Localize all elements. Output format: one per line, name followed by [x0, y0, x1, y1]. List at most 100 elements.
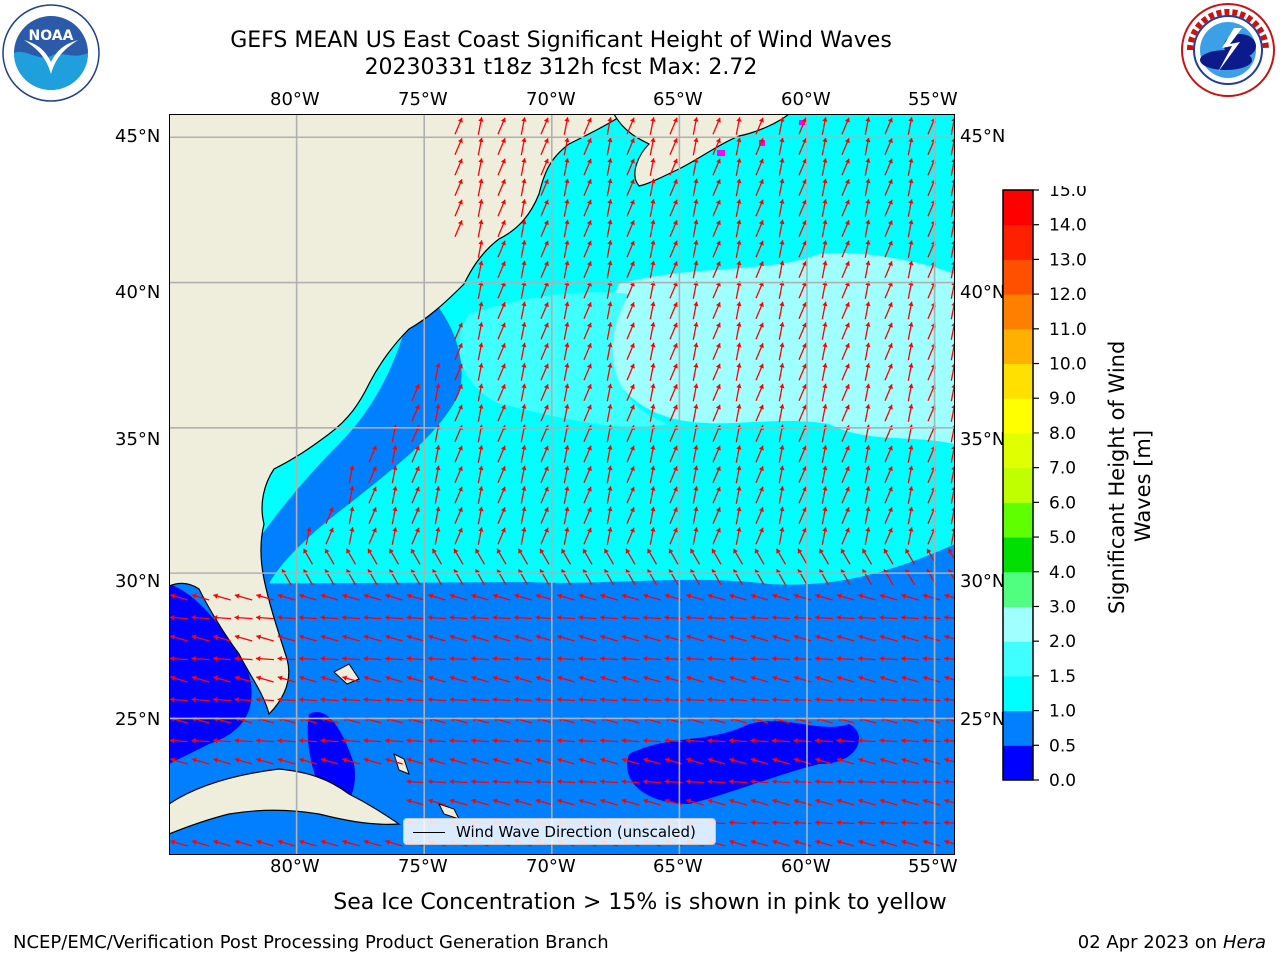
wind-wave-arrowhead — [908, 363, 914, 368]
wind-wave-arrowhead — [779, 301, 785, 307]
wind-wave-arrowhead — [908, 342, 914, 348]
wind-wave-arrowhead — [922, 798, 928, 804]
wind-wave-arrowhead — [191, 697, 196, 703]
wind-wave-arrowhead — [371, 507, 377, 513]
wind-wave-arrowhead — [535, 675, 541, 681]
wind-wave-arrowhead — [664, 738, 669, 744]
wind-wave-arrowhead — [500, 466, 506, 472]
sea-ice-patch — [717, 150, 725, 156]
wind-wave-arrowhead — [908, 486, 914, 491]
wind-wave-arrowhead — [901, 839, 907, 845]
wind-wave-arrowhead — [736, 506, 742, 512]
wind-wave-arrowhead — [621, 675, 627, 681]
wind-wave-arrowhead — [500, 343, 506, 349]
wind-wave-arrowhead — [793, 738, 798, 744]
wind-wave-arrowhead — [449, 697, 454, 703]
wind-wave-arrowhead — [471, 634, 477, 640]
wind-wave-arrowhead — [758, 343, 764, 349]
wind-wave-arrowhead — [944, 615, 949, 621]
wind-wave-arrowhead — [406, 634, 412, 640]
wind-wave-arrowhead — [607, 486, 613, 491]
wind-wave-arrowhead — [586, 527, 592, 533]
wind-wave-arrowhead — [844, 199, 850, 205]
wind-wave-arrowhead — [793, 675, 799, 681]
wind-wave-arrowhead — [879, 738, 884, 744]
wind-wave-arrowhead — [621, 656, 626, 662]
wind-wave-arrowhead — [672, 240, 678, 246]
wind-wave-arrowhead — [564, 301, 570, 307]
wind-wave-arrowhead — [170, 615, 175, 621]
wind-wave-arrowhead — [883, 548, 889, 554]
wind-wave-arrowhead — [905, 548, 910, 554]
wind-wave-arrowhead — [428, 697, 433, 703]
wind-wave-arrowhead — [693, 383, 699, 389]
wind-wave-arrowhead — [564, 199, 570, 204]
wind-wave-arrowhead — [607, 506, 613, 512]
wind-wave-arrowhead — [729, 634, 735, 640]
wind-wave-arrowhead — [629, 179, 635, 185]
wind-wave-arrowhead — [521, 322, 527, 327]
wind-wave-arrowhead — [865, 117, 871, 122]
wind-wave-arrowhead — [901, 798, 907, 804]
lon-label-top: 70°W — [526, 89, 576, 110]
wind-wave-arrowhead — [815, 697, 820, 703]
wind-wave-arrowhead — [693, 506, 699, 512]
wind-wave-arrowhead — [865, 199, 871, 204]
wind-wave-arrowhead — [564, 527, 570, 532]
wind-wave-arrowhead — [750, 634, 756, 640]
wind-wave-arrowhead — [643, 757, 649, 763]
wind-wave-arrowhead — [543, 486, 549, 492]
wind-wave-arrowhead — [887, 445, 893, 451]
wind-wave-arrowhead — [277, 675, 283, 681]
wind-wave-arrowhead — [693, 301, 699, 307]
wind-wave-arrowhead — [535, 798, 541, 804]
wind-wave-arrowhead — [707, 757, 713, 763]
wind-wave-arrowhead — [822, 342, 828, 348]
wind-wave-arrowhead — [779, 465, 785, 471]
wind-wave-arrowhead — [457, 445, 463, 451]
wind-wave-arrowhead — [815, 675, 821, 681]
wind-wave-arrowhead — [865, 506, 871, 512]
wind-wave-arrowhead — [908, 281, 914, 286]
wind-wave-arrowhead — [944, 697, 949, 703]
colorbar-block — [1003, 745, 1033, 781]
wind-wave-arrowhead — [901, 675, 907, 681]
wind-wave-arrowhead — [801, 527, 807, 533]
wind-wave-arrowhead — [600, 634, 606, 640]
wind-wave-arrowhead — [901, 593, 907, 599]
wind-wave-arrowhead — [865, 240, 871, 245]
wind-wave-arrowhead — [711, 548, 717, 554]
colorbar-tick-label: 5.0 — [1049, 528, 1076, 548]
wind-wave-arrowhead — [844, 220, 850, 226]
wind-wave-arrowhead — [521, 260, 527, 266]
wind-wave-arrowhead — [844, 158, 850, 164]
wind-wave-arrowhead — [643, 738, 648, 744]
wind-wave-arrowhead — [277, 615, 282, 621]
wind-wave-arrowhead — [234, 656, 239, 662]
wind-wave-arrowhead — [621, 798, 627, 804]
wind-wave-arrowhead — [865, 301, 871, 307]
wind-wave-arrowhead — [500, 527, 506, 533]
wind-wave-arrowhead — [586, 261, 592, 267]
wind-wave-arrowhead — [779, 240, 785, 245]
chart-title: GEFS MEAN US East Coast Significant Heig… — [230, 28, 892, 53]
wind-wave-arrowhead — [887, 302, 893, 308]
wind-wave-arrowhead — [865, 137, 871, 143]
wind-wave-arrowhead — [170, 675, 176, 681]
wind-wave-arrowhead — [772, 839, 778, 845]
wind-wave-arrowhead — [707, 593, 713, 599]
wind-wave-arrowhead — [822, 363, 828, 368]
colorbar-tick-label: 1.5 — [1049, 667, 1076, 687]
wind-wave-arrowhead — [908, 383, 914, 389]
wind-wave-arrowhead — [672, 466, 678, 472]
wind-wave-arrowhead — [543, 527, 549, 533]
wind-wave-arrowhead — [686, 615, 691, 621]
wind-wave-arrowhead — [521, 445, 527, 450]
wind-wave-arrowhead — [750, 839, 756, 845]
wind-wave-arrowhead — [779, 322, 785, 327]
wind-wave-arrowhead — [822, 199, 828, 204]
noaa-logo-text: NOAA — [29, 28, 74, 44]
colorbar-block — [1003, 710, 1033, 746]
wind-wave-arrowhead — [736, 219, 742, 225]
wind-wave-arrowhead — [607, 281, 613, 286]
